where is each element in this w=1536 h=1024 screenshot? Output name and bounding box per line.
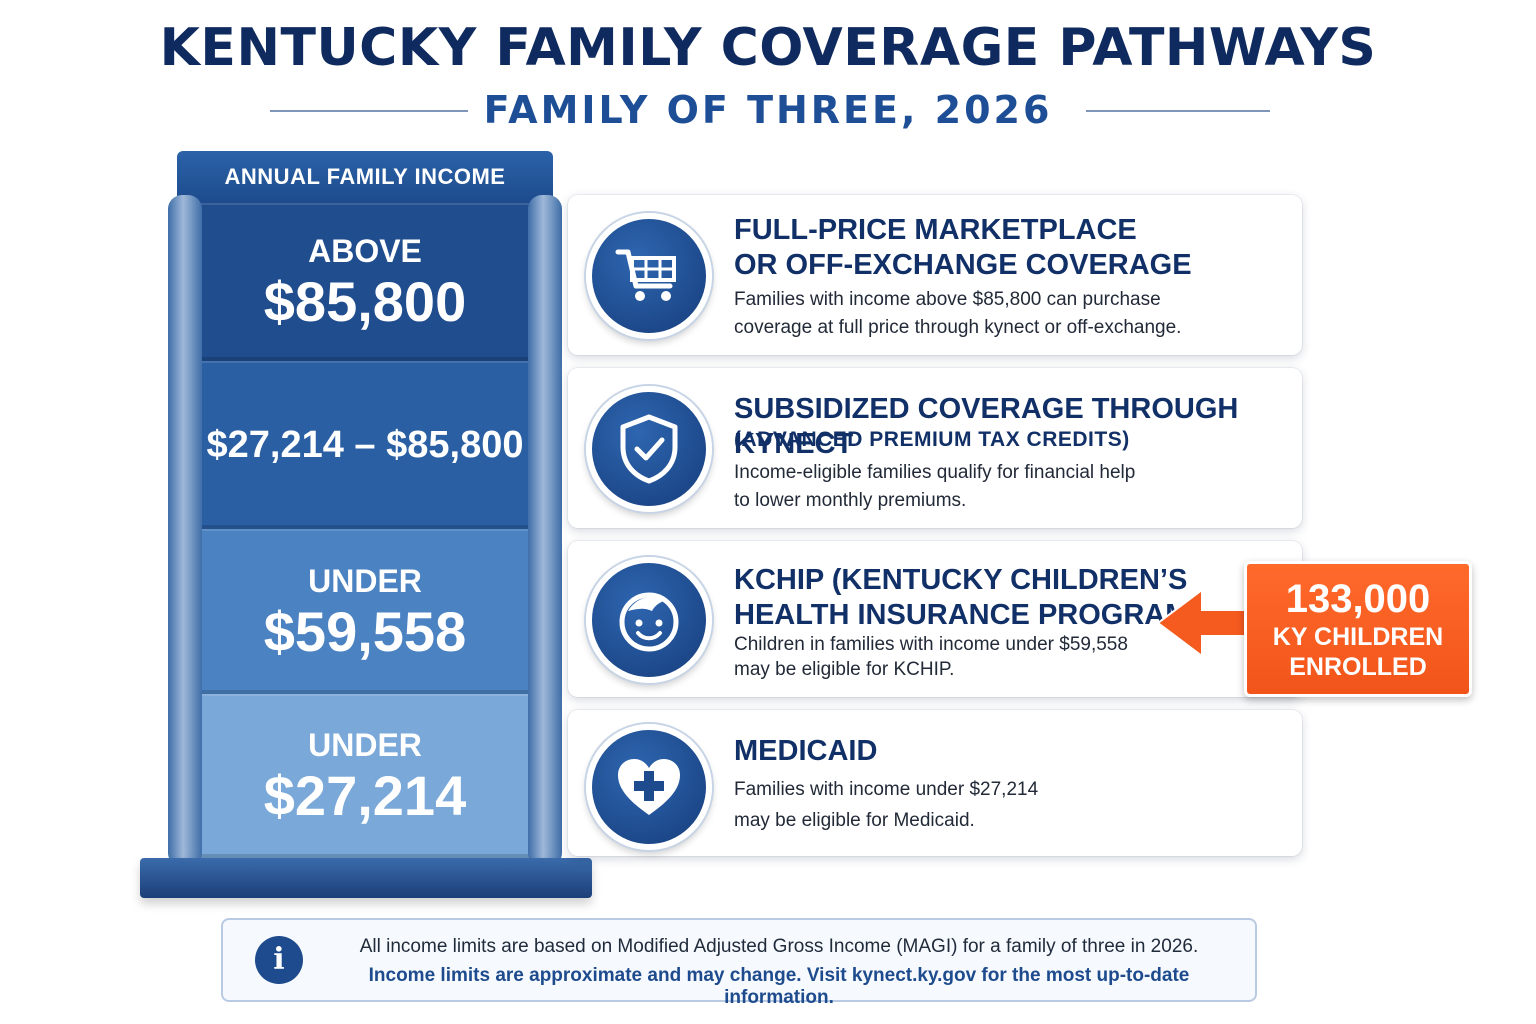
footer-note-line2: Income limits are approximate and may ch…: [368, 965, 1190, 1008]
income-column-header: ANNUAL FAMILY INCOME: [177, 151, 553, 203]
ladder-base: [140, 858, 592, 898]
subtitle-row: FAMILY OF THREE, 2026: [0, 88, 1536, 134]
pathway-card-medicaid: MEDICAID Families with income under $27,…: [568, 710, 1302, 856]
page-title: KENTUCKY FAMILY COVERAGE PATHWAYS: [159, 18, 1377, 78]
pathway-card-marketplace: FULL-PRICE MARKETPLACE OR OFF-EXCHANGE C…: [568, 195, 1302, 355]
footer-note: i All income limits are based on Modifie…: [221, 918, 1257, 1008]
callout-label-line2: ENROLLED: [1289, 653, 1427, 681]
pathway-description-line2: may be eligible for KCHIP.: [734, 659, 955, 680]
income-tier-above-85800: ABOVE $85,800: [200, 203, 530, 361]
subtitle-rule-right: [1086, 110, 1270, 112]
pathway-title: SUBSIDIZED COVERAGE THROUGH KYNECT: [734, 393, 1239, 460]
pathway-title: FULL-PRICE MARKETPLACE: [734, 214, 1137, 246]
tier-qualifier: UNDER: [308, 562, 422, 599]
tier-amount: $85,800: [263, 270, 467, 333]
tier-amount: $27,214 – $85,800: [206, 424, 524, 466]
ladder-pillar-left: [168, 195, 202, 867]
income-tier-under-27214: UNDER $27,214: [200, 694, 530, 858]
pathway-description-line2: may be eligible for Medicaid.: [734, 810, 975, 831]
pathway-subtitle: (ADVANCED PREMIUM TAX CREDITS): [734, 428, 1130, 451]
heart-plus-icon: [586, 724, 712, 850]
pathway-title-line2: HEALTH INSURANCE PROGRAM): [734, 599, 1200, 631]
callout-arrow-icon: [1158, 588, 1250, 658]
subtitle-rule-left: [270, 110, 468, 112]
pathway-title: KCHIP (KENTUCKY CHILDREN’S: [734, 564, 1188, 596]
tier-amount: $27,214: [263, 764, 467, 827]
footer-note-line1: All income limits are based on Modified …: [359, 936, 1199, 957]
tier-qualifier: UNDER: [308, 727, 422, 763]
pathway-description-line2: to lower monthly premiums.: [734, 490, 967, 511]
pathway-description: Families with income above $85,800 can p…: [734, 289, 1161, 310]
page-subtitle: FAMILY OF THREE, 2026: [483, 88, 1053, 132]
info-icon: i: [255, 936, 303, 984]
pathway-title-line2: OR OFF-EXCHANGE COVERAGE: [734, 249, 1192, 281]
pathway-title: MEDICAID: [734, 735, 878, 767]
ladder-pillar-right: [528, 195, 562, 867]
tier-amount: $59,558: [263, 599, 467, 663]
shopping-cart-icon: [586, 213, 712, 339]
income-tier-under-59558: UNDER $59,558: [200, 529, 530, 694]
kchip-enrollment-callout: 133,000 KY CHILDREN ENROLLED: [1244, 561, 1472, 697]
pathway-description-line2: coverage at full price through kynect or…: [734, 317, 1182, 338]
pathway-description: Children in families with income under $…: [734, 634, 1128, 655]
tier-qualifier: ABOVE: [308, 233, 422, 269]
callout-label: KY CHILDREN: [1272, 623, 1444, 651]
shield-check-icon: [586, 386, 712, 512]
pathway-description: Families with income under $27,214: [734, 779, 1039, 800]
pathway-description: Income-eligible families qualify for fin…: [734, 462, 1136, 483]
income-tier-27214-85800: $27,214 – $85,800: [200, 361, 530, 529]
callout-number: 133,000: [1285, 577, 1431, 621]
pathway-card-subsidized: SUBSIDIZED COVERAGE THROUGH KYNECT (ADVA…: [568, 368, 1302, 528]
child-face-icon: [586, 557, 712, 683]
